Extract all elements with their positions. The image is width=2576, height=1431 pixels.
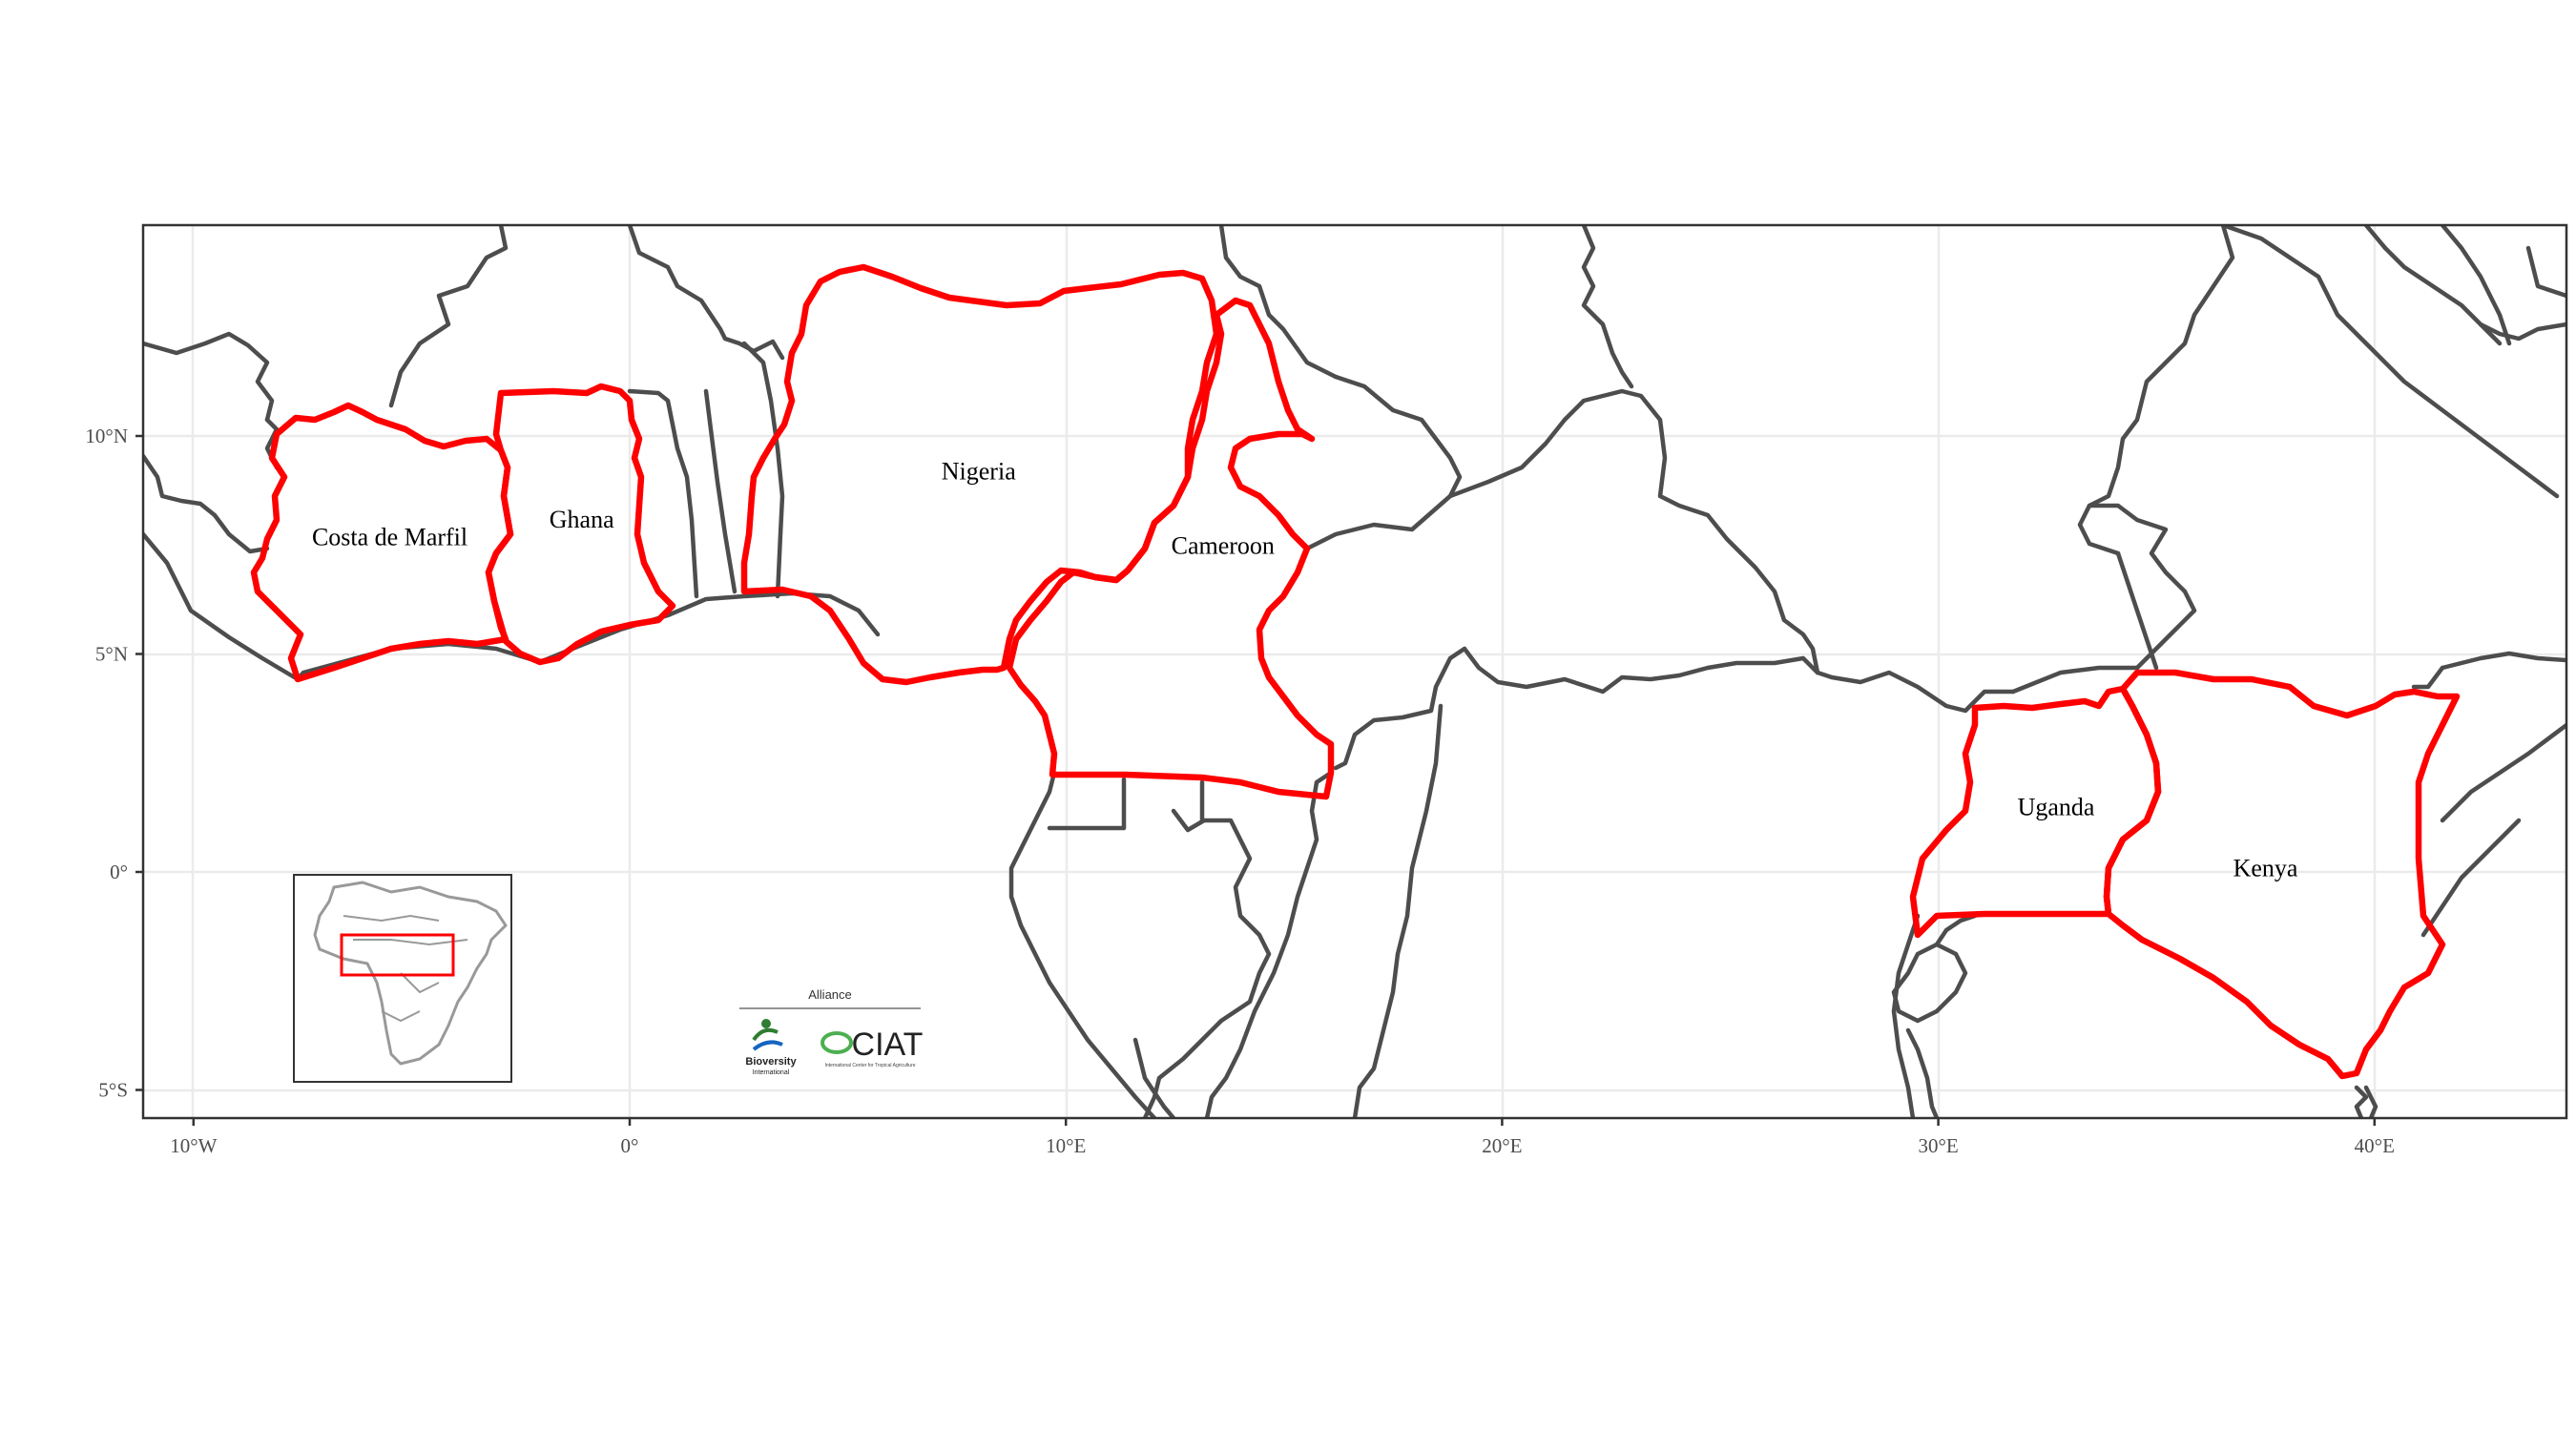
logo-ciat-text: CIAT [852,1027,924,1063]
x-tick-label: 40°E [2355,1134,2395,1157]
country-label: Kenya [2233,855,2298,882]
country-label: Costa de Marfil [312,523,467,550]
x-tick-label: 10°W [170,1134,217,1157]
logo-bioversity-sub: International [753,1069,790,1076]
y-tick-label: 0° [110,861,128,883]
outline-kenya [2103,669,2461,1080]
country-label: Ghana [550,506,614,533]
focus-countries [250,263,2461,1080]
logo-bioversity-text: Bioversity [745,1056,797,1068]
x-tick-label: 10°E [1046,1134,1086,1157]
x-tick-label: 30°E [1918,1134,1958,1157]
country-label: Cameroon [1172,531,1275,559]
y-axis: 10°N 5°N 0° 5°S [85,425,143,1102]
ciat-icon [821,1031,853,1054]
country-label: Uganda [2018,794,2095,821]
bioversity-icon [752,1019,783,1051]
logo-ciat-sub: International Center for Tropical Agricu… [824,1063,915,1068]
logo-alliance-text: Alliance [808,987,852,1002]
alliance-logo: Alliance Bioversity International CIAT I… [739,987,923,1076]
y-tick-label: 5°N [95,643,128,666]
outline-ghana [485,383,676,666]
outline-costa-de-marfil [250,402,514,683]
outline-nigeria [740,263,1220,686]
outline-cameroon [1006,297,1335,800]
inset-extent-box [340,933,455,977]
y-tick-label: 5°S [98,1079,128,1102]
y-tick-label: 10°N [85,425,128,447]
inset-map [293,874,512,1083]
x-axis: 10°W 0° 10°E 20°E 30°E 40°E [170,1118,2395,1157]
country-borders [143,225,2566,1118]
country-labels: Costa de Marfil Ghana Nigeria Cameroon Ugand… [312,458,2298,882]
inset-africa [313,881,508,1066]
country-label: Nigeria [942,458,1016,486]
panel-frame [141,223,2568,1120]
gridlines [143,225,2566,1118]
inset-frame [293,874,512,1083]
x-tick-label: 20°E [1482,1134,1522,1157]
x-tick-label: 0° [621,1134,639,1157]
